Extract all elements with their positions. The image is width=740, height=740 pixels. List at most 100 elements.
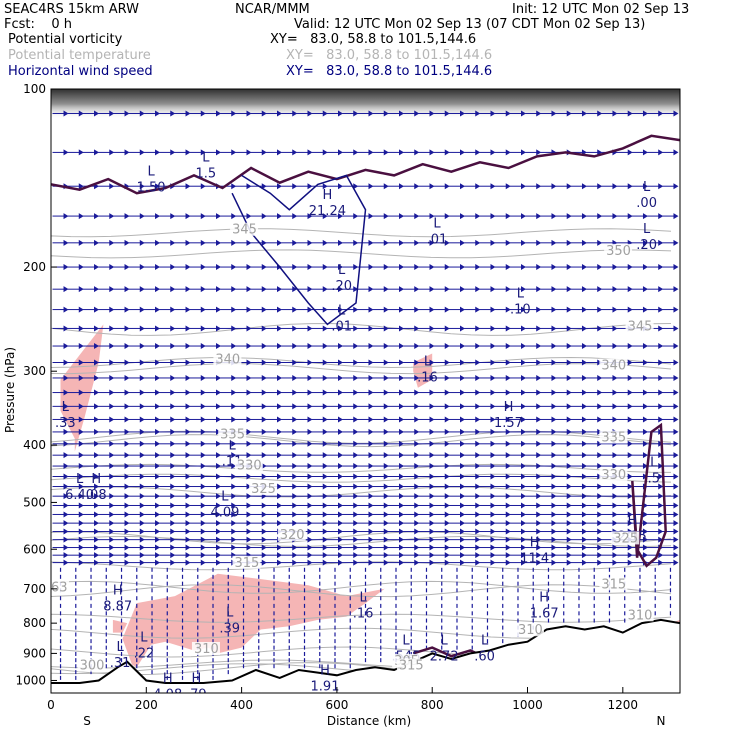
wind-arrowhead: [520, 463, 526, 470]
wind-arrowhead: [185, 306, 191, 313]
wind-arrowhead: [322, 149, 328, 156]
wind-arrowhead: [155, 552, 161, 559]
wind-arrowhead: [246, 440, 252, 447]
wind-arrowhead: [63, 403, 69, 410]
wind-arrowhead: [597, 544, 603, 551]
wind-arrowhead: [155, 528, 161, 535]
wind-arrowhead: [429, 325, 435, 332]
wind-arrowhead: [292, 428, 298, 435]
wind-arrowhead: [231, 110, 237, 117]
wind-arrowhead: [139, 239, 145, 246]
wind-arrowhead: [566, 325, 572, 332]
wind-arrowhead: [581, 183, 587, 190]
wind-arrowhead: [307, 511, 313, 518]
wind-arrowhead: [536, 213, 542, 220]
wind-arrowhead: [185, 483, 191, 490]
wind-arrowhead: [231, 502, 237, 509]
wind-arrowhead: [78, 110, 84, 117]
wind-arrowhead: [185, 389, 191, 396]
wind-arrowhead: [475, 511, 481, 518]
wind-arrowhead: [353, 536, 359, 543]
theta-contour: [51, 430, 672, 444]
wind-arrowhead: [459, 183, 465, 190]
wind-arrowhead: [246, 528, 252, 535]
wind-arrowhead: [658, 511, 664, 518]
wind-arrowhead: [414, 389, 420, 396]
wind-arrowhead: [78, 403, 84, 410]
wind-arrowhead: [338, 359, 344, 366]
wind-arrowhead: [109, 552, 115, 559]
theta-label-bg: [599, 358, 628, 372]
wind-arrowhead: [658, 473, 664, 480]
wind-arrowhead: [673, 264, 679, 271]
wind-arrowhead: [398, 213, 404, 220]
wind-arrowhead: [200, 559, 206, 566]
wind-arrowhead: [658, 559, 664, 566]
y-tick-label: 200: [23, 260, 46, 274]
theta-contour-label: 300: [80, 659, 105, 674]
wind-arrowhead: [185, 264, 191, 271]
wind-arrowhead: [520, 483, 526, 490]
wind-arrowhead: [658, 325, 664, 332]
wind-arrowhead: [520, 416, 526, 423]
wind-arrowhead: [459, 389, 465, 396]
wind-arrowhead: [597, 452, 603, 459]
theta-label-bg: [249, 481, 278, 495]
extremum-value: 4.09: [210, 505, 239, 520]
wind-arrowhead: [139, 463, 145, 470]
wind-arrowhead: [597, 239, 603, 246]
extremum-value: 1.5: [196, 166, 217, 181]
wind-arrowhead: [536, 559, 542, 566]
wind-arrowhead: [581, 552, 587, 559]
wind-arrowhead: [338, 483, 344, 490]
wind-arrowhead: [566, 452, 572, 459]
wind-arrowhead: [155, 416, 161, 423]
wind-arrowhead: [200, 511, 206, 518]
wind-arrowhead: [551, 264, 557, 271]
wind-arrowhead: [642, 528, 648, 535]
wind-arrowhead: [338, 374, 344, 381]
wind-arrowhead: [155, 239, 161, 246]
wind-arrowhead: [459, 502, 465, 509]
wind-arrowhead: [398, 511, 404, 518]
wind-arrowhead: [124, 483, 130, 490]
wind-arrowhead: [444, 552, 450, 559]
wind-arrowhead: [124, 416, 130, 423]
low-marker: L: [338, 303, 346, 318]
wind-arrowhead: [520, 528, 526, 535]
wind-arrowhead: [429, 343, 435, 350]
wind-arrowhead: [322, 183, 328, 190]
wind-arrowhead: [63, 511, 69, 518]
wind-arrowhead: [94, 428, 100, 435]
wind-arrowhead: [414, 559, 420, 566]
wind-arrowhead: [520, 440, 526, 447]
wind-arrowhead: [536, 343, 542, 350]
wind-arrowhead: [444, 473, 450, 480]
wind-arrowhead: [185, 110, 191, 117]
wind-arrowhead: [383, 343, 389, 350]
extremum-value: .08: [86, 488, 107, 503]
extremum-value: .20: [331, 279, 352, 294]
wind-arrowhead: [658, 463, 664, 470]
wind-arrowhead: [673, 213, 679, 220]
wind-arrowhead: [307, 359, 313, 366]
wind-arrowhead: [566, 286, 572, 293]
wind-arrowhead: [398, 520, 404, 527]
wind-arrowhead: [231, 239, 237, 246]
wind-arrowhead: [490, 325, 496, 332]
wind-arrowhead: [459, 306, 465, 313]
wind-arrowhead: [261, 452, 267, 459]
wind-arrowhead: [200, 389, 206, 396]
wind-arrowhead: [398, 493, 404, 500]
wind-arrowhead: [216, 493, 222, 500]
wind-arrowhead: [124, 239, 130, 246]
wind-arrowhead: [581, 536, 587, 543]
wind-arrowhead: [597, 389, 603, 396]
wind-arrowhead: [597, 213, 603, 220]
high-marker: H: [113, 583, 123, 598]
wind-arrowhead: [536, 463, 542, 470]
wind-arrowhead: [597, 403, 603, 410]
wind-arrowhead: [383, 403, 389, 410]
wind-arrowhead: [566, 552, 572, 559]
wind-arrowhead: [673, 452, 679, 459]
